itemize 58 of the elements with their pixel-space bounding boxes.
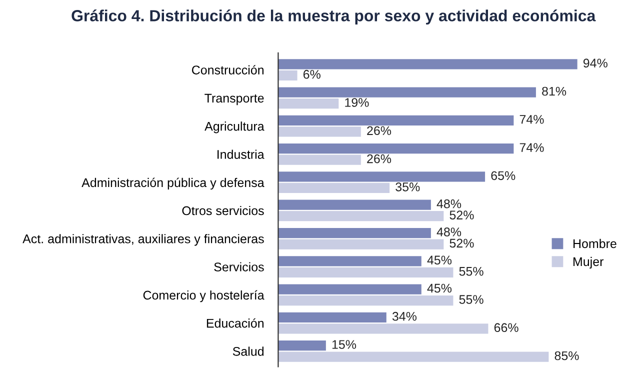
legend-label: Mujer — [574, 256, 604, 269]
data-label: 48% — [436, 228, 462, 236]
bar — [278, 98, 339, 109]
bar — [278, 211, 444, 222]
y-tick-label: Salud — [232, 346, 264, 356]
data-label: 52% — [450, 210, 474, 220]
data-label: 65% — [491, 171, 516, 180]
y-tick-label: Construcción — [192, 65, 264, 74]
bar — [278, 182, 390, 194]
data-label: 48% — [436, 199, 462, 208]
bar — [278, 172, 486, 182]
y-tick-label: Act. administrativas, auxiliares y financieras — [22, 234, 264, 246]
y-tick-label: Industria — [218, 150, 264, 159]
bar — [278, 256, 422, 266]
data-label: 94% — [583, 58, 608, 68]
bar — [278, 239, 444, 250]
data-label: 26% — [367, 126, 392, 136]
bar — [278, 154, 361, 165]
data-label: 74% — [520, 143, 544, 152]
chart-title: Gráfico 4. Distribución de la muestra por sexo y actividad económica — [72, 9, 596, 25]
data-label: 15% — [332, 340, 356, 349]
bar — [278, 115, 514, 126]
bar — [278, 200, 431, 210]
y-tick-label: Administración pública y defensa — [82, 178, 264, 190]
y-tick-label: Otros servicios — [182, 206, 264, 216]
y-tick-label: Agricultura — [204, 122, 264, 134]
data-label: 74% — [520, 115, 544, 124]
bar — [278, 87, 536, 98]
bar — [278, 267, 454, 278]
y-tick-label: Servicios — [214, 262, 264, 272]
data-label: 85% — [554, 351, 579, 360]
bar — [278, 340, 326, 351]
y-tick-label: Comercio y hostelería — [143, 290, 264, 302]
bar — [278, 324, 488, 334]
bar — [278, 59, 578, 70]
bar — [278, 126, 361, 137]
y-tick-label: Transporte — [204, 94, 264, 106]
data-label: 55% — [459, 295, 484, 304]
data-label: 81% — [542, 86, 566, 96]
data-label: 45% — [427, 256, 452, 264]
data-label: 26% — [367, 154, 392, 164]
data-label: 35% — [396, 182, 420, 192]
legend-label: Hombre — [574, 238, 616, 248]
data-label: 55% — [459, 266, 484, 276]
data-label: 52% — [450, 238, 474, 248]
bar — [278, 284, 422, 294]
bar — [278, 295, 454, 306]
data-label: 45% — [427, 284, 452, 293]
y-tick-label: Educación — [206, 318, 264, 328]
bar — [278, 144, 514, 154]
bar — [278, 228, 431, 238]
bar — [278, 70, 298, 80]
data-label: 34% — [392, 312, 417, 321]
bar — [278, 352, 549, 362]
bar — [278, 312, 386, 322]
data-label: 6% — [303, 70, 320, 79]
data-label: 66% — [494, 323, 518, 332]
data-label: 19% — [345, 98, 369, 107]
